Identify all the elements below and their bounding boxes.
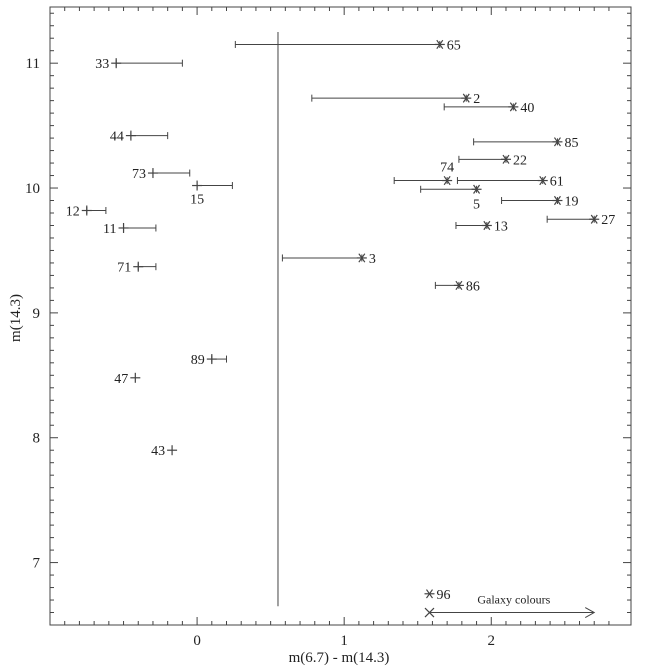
point-label: 2	[473, 92, 480, 107]
star-marker	[356, 253, 367, 263]
star-stroke	[462, 93, 470, 103]
point-label: 12	[66, 205, 80, 220]
galaxy-colours-label: Galaxy colours	[477, 593, 550, 607]
plus-marker	[147, 168, 158, 179]
point-label: 13	[494, 219, 508, 234]
star-stroke	[539, 175, 547, 186]
star-stroke	[553, 195, 561, 206]
plus-marker	[118, 222, 129, 233]
data-marks: 33 44 73 15 12 11 71 89 47 43 65 2 40 85 22 74 61 5 19 27 13…	[66, 31, 615, 618]
point-label: 43	[151, 444, 165, 459]
x-tick-label: 0	[193, 633, 201, 649]
star-marker	[481, 220, 492, 231]
star-stroke	[502, 154, 510, 164]
point-label: 65	[447, 38, 461, 53]
star-marker	[508, 102, 519, 112]
star-stroke	[443, 175, 451, 186]
x-tick-label: 2	[488, 633, 496, 649]
y-tick-label: 8	[33, 431, 41, 447]
point-label: 96	[436, 588, 450, 603]
plus-marker	[111, 58, 122, 69]
star-stroke	[509, 102, 517, 112]
star-stroke	[455, 280, 463, 291]
plus-marker	[125, 130, 136, 141]
star-marker	[453, 280, 464, 291]
y-axis-label: m(14.3)	[8, 294, 24, 342]
plot-frame	[49, 6, 632, 626]
plus-marker	[206, 354, 217, 365]
point-label: 19	[564, 195, 578, 210]
point-label: 86	[466, 279, 480, 294]
star-marker	[552, 195, 563, 206]
point-label: 22	[513, 153, 527, 168]
star-stroke	[483, 220, 491, 231]
plot-border	[49, 6, 632, 626]
star-stroke	[590, 214, 598, 224]
point-label: 44	[110, 130, 124, 145]
x-axis-label: m(6.7) - m(14.3)	[289, 650, 390, 666]
y-tick-label: 7	[33, 556, 41, 572]
plus-marker	[133, 261, 144, 272]
star-marker	[434, 39, 445, 50]
point-label: 85	[564, 136, 578, 151]
star-marker	[461, 93, 472, 103]
star-stroke	[425, 589, 433, 599]
point-label: 3	[369, 252, 376, 267]
star-marker	[471, 184, 482, 194]
plus-marker	[130, 372, 141, 383]
x-tick-label: 1	[340, 633, 348, 649]
star-marker	[589, 214, 600, 224]
star-marker	[424, 589, 435, 599]
y-tick-label: 10	[25, 181, 40, 197]
point-label: 40	[520, 101, 534, 116]
plus-marker	[192, 180, 203, 191]
galaxy-colours-arrow-head	[584, 607, 596, 618]
star-stroke	[358, 253, 366, 263]
point-label: 47	[114, 372, 128, 387]
star-marker	[500, 154, 511, 164]
point-label: 89	[191, 353, 205, 368]
star-marker	[537, 175, 548, 186]
star-marker	[552, 137, 563, 147]
y-tick-label: 9	[33, 306, 41, 322]
point-label: 5	[473, 197, 480, 212]
star-stroke	[473, 184, 481, 194]
point-label: 71	[117, 261, 131, 276]
point-label: 15	[190, 193, 204, 208]
point-label: 33	[95, 57, 109, 72]
point-label: 74	[440, 161, 454, 176]
star-stroke	[553, 137, 561, 147]
star-stroke	[436, 39, 444, 50]
plus-marker	[81, 205, 92, 216]
point-label: 61	[550, 175, 564, 190]
point-label: 27	[601, 213, 615, 228]
y-tick-label: 11	[26, 56, 40, 72]
plus-marker	[167, 445, 178, 456]
star-marker	[442, 175, 453, 186]
point-label: 11	[103, 222, 116, 237]
point-label: 73	[132, 167, 146, 182]
